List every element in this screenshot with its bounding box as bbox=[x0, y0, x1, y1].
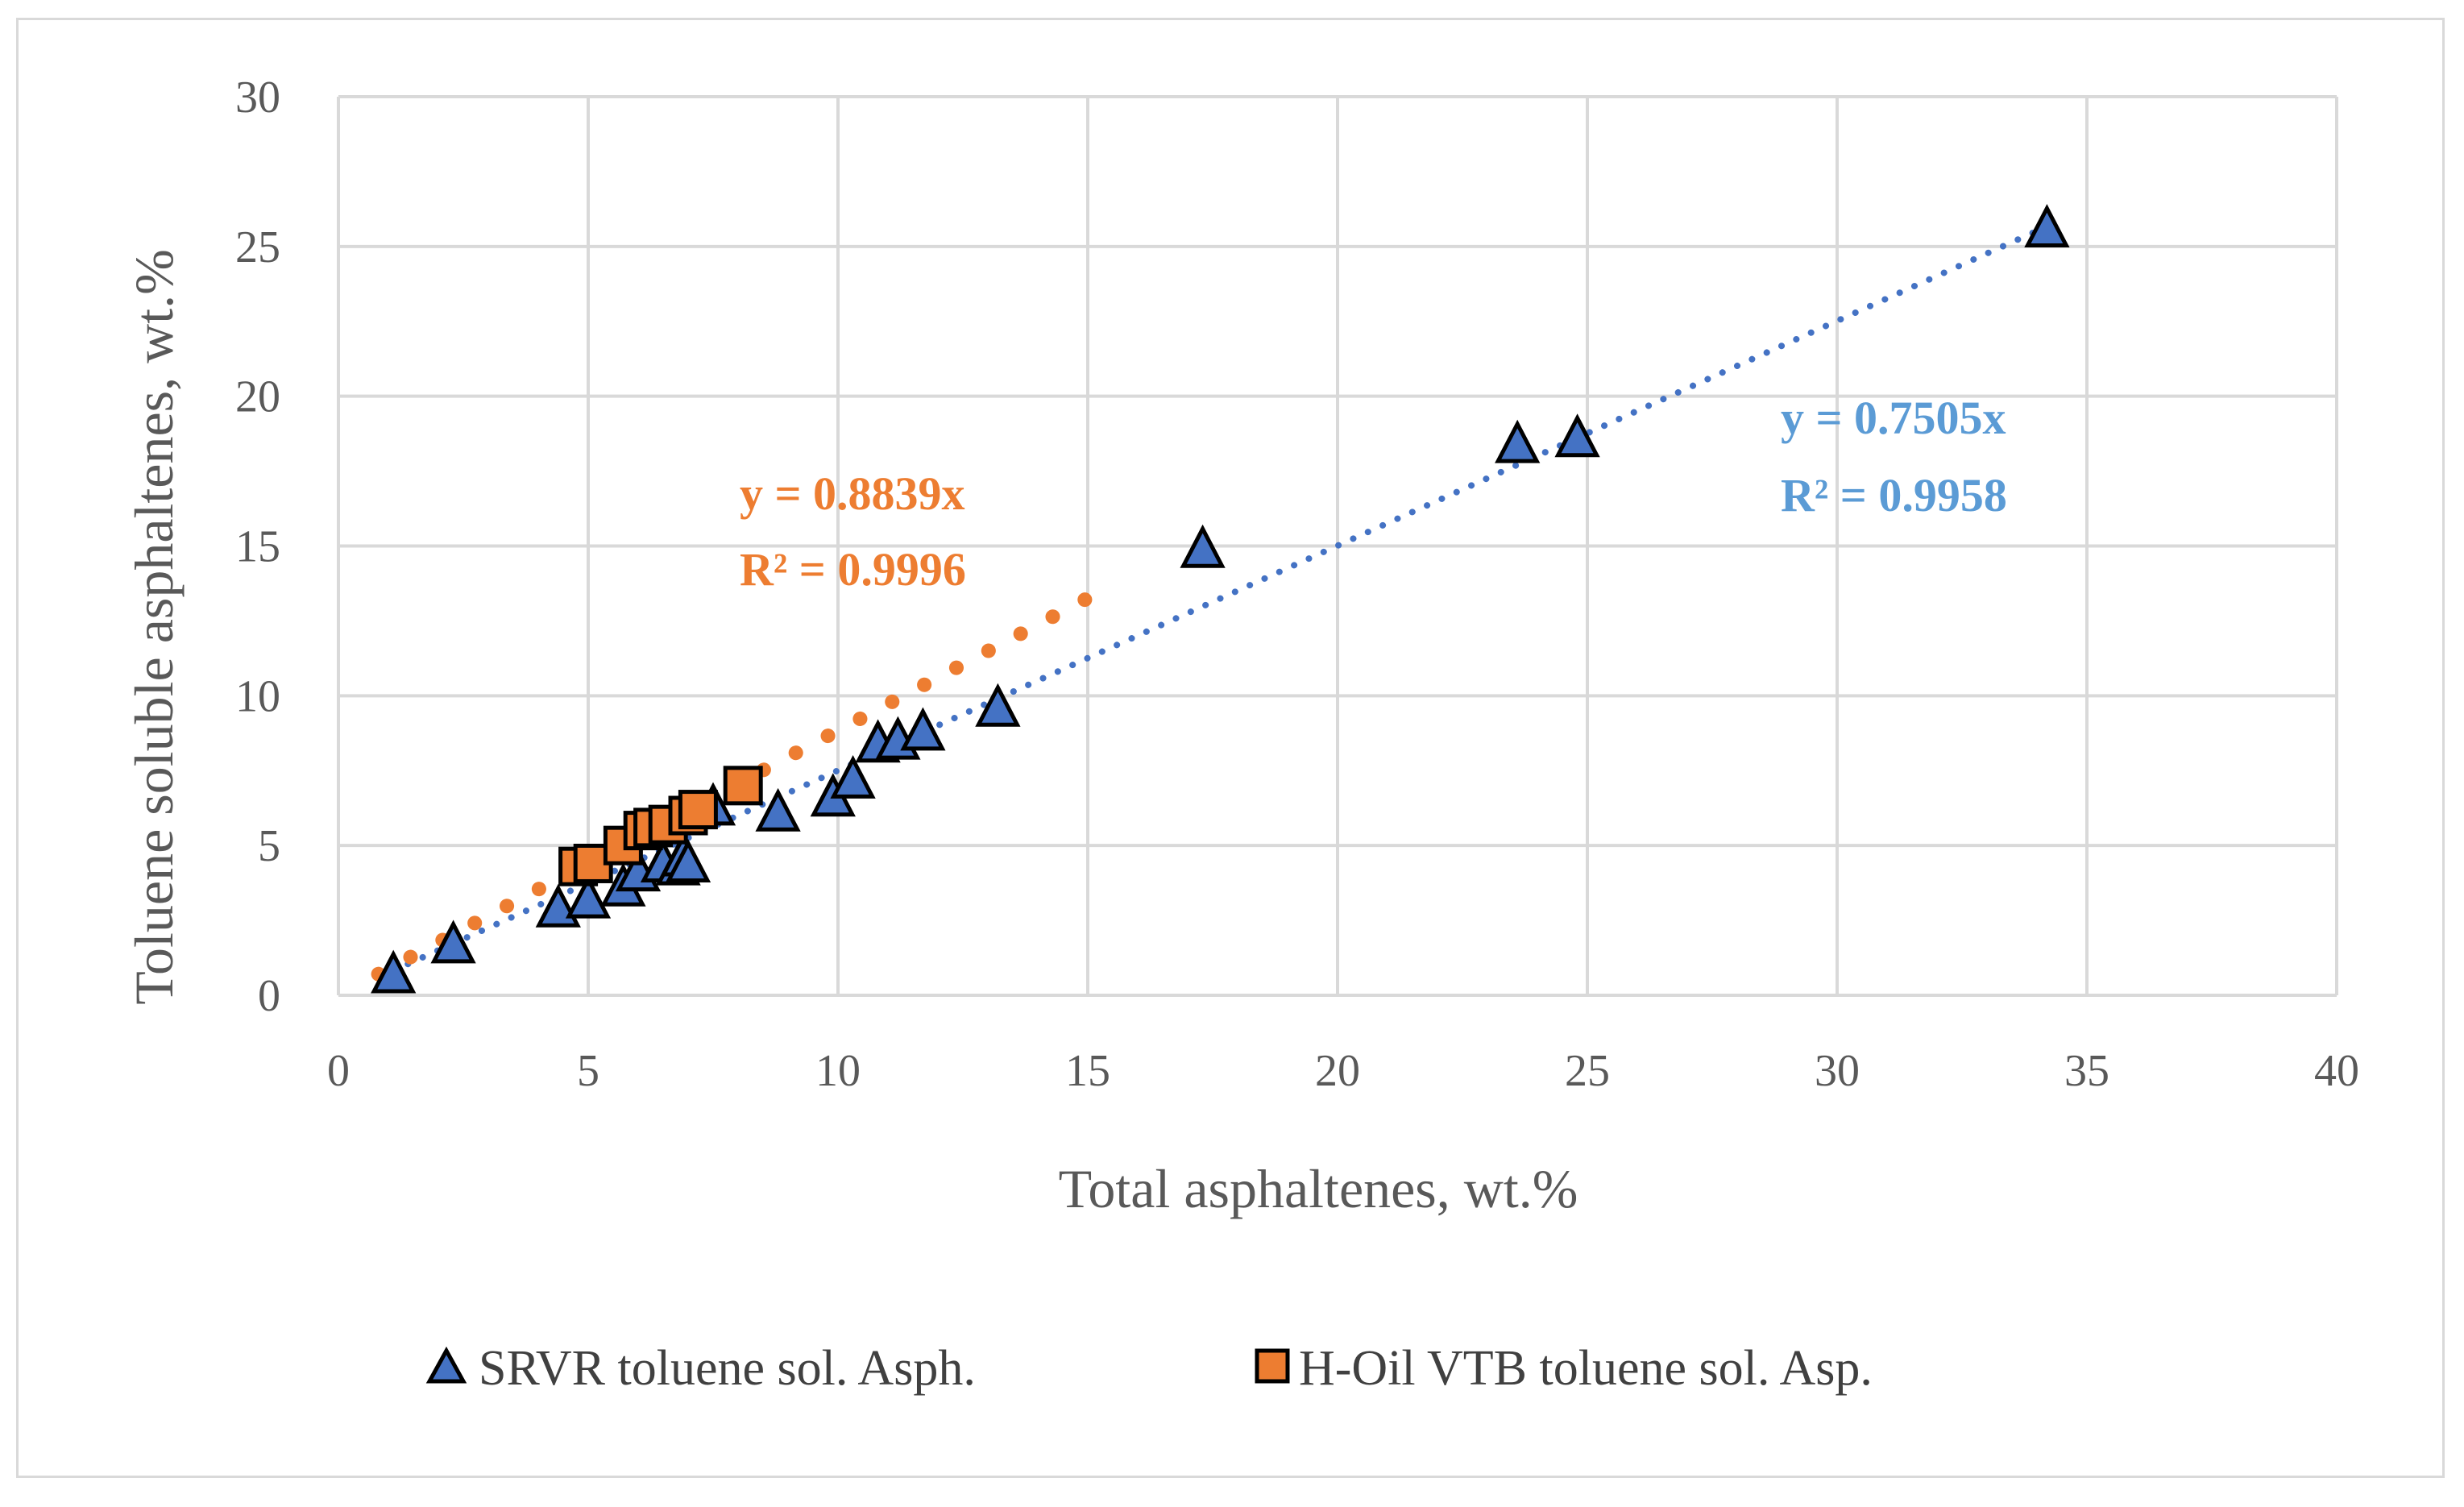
srvr-point bbox=[371, 949, 417, 994]
x-axis-title: Total asphaltenes, wt.% bbox=[1059, 1158, 1578, 1219]
y-tick-label: 25 bbox=[235, 222, 280, 272]
x-tick-label: 15 bbox=[1065, 1046, 1110, 1096]
x-tick-label: 40 bbox=[2314, 1046, 2359, 1096]
legend-label-srvr: SRVR toluene sol. Asph. bbox=[479, 1341, 976, 1396]
y-tick-label: 15 bbox=[235, 522, 280, 572]
legend-label-hoil: H-Oil VTB toluene sol. Asp. bbox=[1299, 1341, 1873, 1396]
srvr-point bbox=[430, 920, 476, 964]
chart-frame bbox=[16, 18, 2445, 1478]
srvr-point bbox=[755, 787, 801, 832]
y-axis-title: Toluene soluble asphaltenes, wt.% bbox=[123, 249, 185, 1005]
legend-square-marker bbox=[1255, 1348, 1290, 1384]
x-tick-label: 35 bbox=[2064, 1046, 2109, 1096]
legend-triangle-marker bbox=[425, 1346, 467, 1384]
y-tick-label: 0 bbox=[258, 971, 280, 1021]
x-tick-label: 0 bbox=[327, 1046, 350, 1096]
y-tick-label: 5 bbox=[258, 821, 280, 871]
orange-trend-equation: y = 0.8839x bbox=[740, 467, 965, 520]
y-tick-label: 10 bbox=[235, 671, 280, 721]
x-tick-label: 25 bbox=[1565, 1046, 1610, 1096]
srvr-point bbox=[2024, 204, 2070, 248]
srvr-point bbox=[1554, 413, 1600, 458]
srvr-point bbox=[900, 707, 946, 751]
hoil-point bbox=[678, 790, 718, 830]
x-tick-label: 5 bbox=[577, 1046, 599, 1096]
y-tick-label: 20 bbox=[235, 372, 280, 422]
srvr-point bbox=[1495, 419, 1541, 463]
x-tick-label: 20 bbox=[1315, 1046, 1360, 1096]
x-tick-label: 30 bbox=[1815, 1046, 1860, 1096]
blue-trend-equation: y = 0.7505x bbox=[1781, 392, 2006, 444]
data-points bbox=[371, 204, 2070, 994]
y-tick-label: 30 bbox=[235, 73, 280, 122]
blue-trend-r2: R² = 0.9958 bbox=[1781, 469, 2007, 521]
hoil-point bbox=[723, 766, 763, 806]
srvr-point bbox=[975, 683, 1021, 727]
tick-labels: 0 5 10 15 20 25 30 35 40 0 5 10 15 20 25 30 bbox=[235, 73, 2359, 1096]
x-tick-label: 10 bbox=[815, 1046, 861, 1096]
legend: SRVR toluene sol. Asph. H-Oil VTB toluen… bbox=[425, 1341, 1873, 1396]
orange-trend-r2: R² = 0.9996 bbox=[740, 543, 966, 596]
srvr-point bbox=[830, 754, 876, 799]
srvr-point bbox=[665, 839, 711, 882]
srvr-point bbox=[565, 874, 612, 919]
srvr-point bbox=[1180, 524, 1226, 568]
